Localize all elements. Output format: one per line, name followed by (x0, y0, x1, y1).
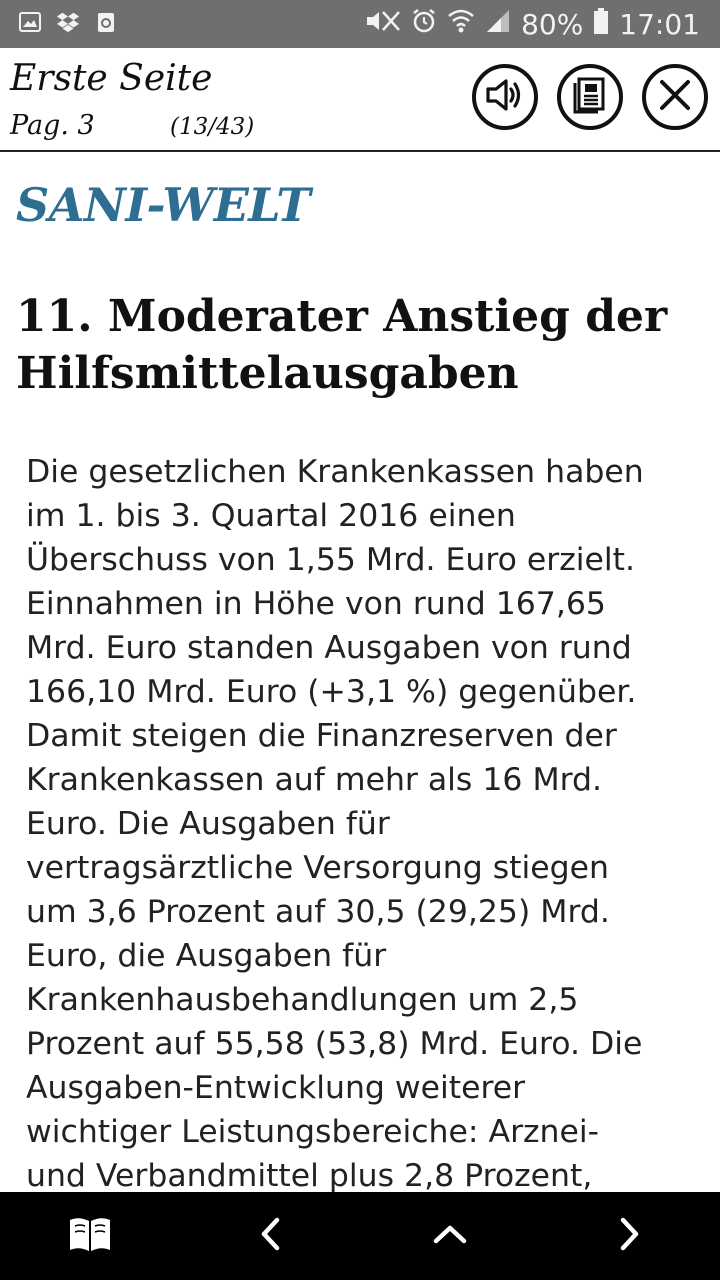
speaker-icon (485, 78, 525, 116)
body-line: Mrd. Euro standen Ausgaben von rund (26, 630, 632, 666)
body-line: Euro. Die Ausgaben für (26, 806, 390, 842)
article-counter: (13/43) (170, 114, 255, 140)
battery-icon (593, 7, 609, 42)
body-line: Ausgaben-Entwicklung weiterer (26, 1070, 526, 1106)
body-line: wichtiger Leistungsbereiche: Arznei- (26, 1114, 600, 1150)
body-line: Die gesetzlichen Krankenkassen haben (26, 454, 644, 490)
contents-button[interactable] (62, 1210, 118, 1262)
close-icon (658, 78, 692, 116)
body-line: um 3,6 Prozent auf 30,5 (29,25) Mrd. (26, 894, 610, 930)
status-bar: 80% 17:01 (0, 0, 720, 48)
body-line: im 1. bis 3. Quartal 2016 einen (26, 498, 516, 534)
chevron-up-icon (432, 1222, 468, 1250)
close-button[interactable] (642, 64, 708, 130)
status-notification-icons (18, 10, 118, 34)
article-headline: 11. Moderater Anstieg der Hilfsmittelaus… (16, 288, 706, 402)
next-button[interactable] (602, 1210, 658, 1262)
previous-button[interactable] (242, 1210, 298, 1262)
chevron-right-icon (618, 1216, 642, 1256)
read-aloud-button[interactable] (472, 64, 538, 130)
body-line: Euro, die Ausgaben für (26, 938, 387, 974)
signal-icon (485, 8, 511, 41)
mute-icon (365, 8, 401, 41)
page-number: Pag. 3 (10, 110, 95, 141)
article-content[interactable]: SANI-WELT 11. Moderater Anstieg der Hilf… (0, 152, 720, 1192)
body-line: Krankenhausbehandlungen um 2,5 (26, 982, 579, 1018)
page-title: Erste Seite (10, 58, 213, 99)
scroll-top-button[interactable] (422, 1210, 478, 1262)
body-line: Einnahmen in Höhe von rund 167,65 (26, 586, 606, 622)
page-view-button[interactable] (557, 64, 623, 130)
body-line: 166,10 Mrd. Euro (+3,1 %) gegenüber. (26, 674, 637, 710)
gallery-icon (18, 10, 42, 34)
body-line: Prozent auf 55,58 (53,8) Mrd. Euro. Die (26, 1026, 643, 1062)
article-body: Die gesetzlichen Krankenkassen haben im … (26, 450, 696, 1192)
recycle-icon (94, 10, 118, 34)
chevron-left-icon (258, 1216, 282, 1256)
clock: 17:01 (619, 7, 700, 41)
body-line: Krankenkassen auf mehr als 16 Mrd. (26, 762, 603, 798)
battery-percent: 80% (521, 7, 584, 41)
body-line: vertragsärztliche Versorgung stiegen (26, 850, 609, 886)
body-line: und Verbandmittel plus 2,8 Prozent, (26, 1158, 593, 1192)
pages-icon (572, 76, 608, 118)
dropbox-icon (56, 10, 80, 34)
headline-line: Hilfsmittelausgaben (16, 348, 519, 399)
bottom-navigation (0, 1192, 720, 1280)
alarm-icon (411, 8, 437, 41)
book-icon (67, 1214, 113, 1258)
body-line: Überschuss von 1,55 Mrd. Euro erzielt. (26, 542, 636, 578)
headline-line: 11. Moderater Anstieg der (16, 291, 668, 342)
status-system-icons: 80% 17:01 (365, 6, 700, 42)
body-line: Damit steigen die Finanzreserven der (26, 718, 617, 754)
reader-header: Erste Seite Pag. 3 (13/43) (0, 48, 720, 152)
wifi-icon (447, 8, 475, 41)
section-label: SANI-WELT (16, 178, 311, 232)
